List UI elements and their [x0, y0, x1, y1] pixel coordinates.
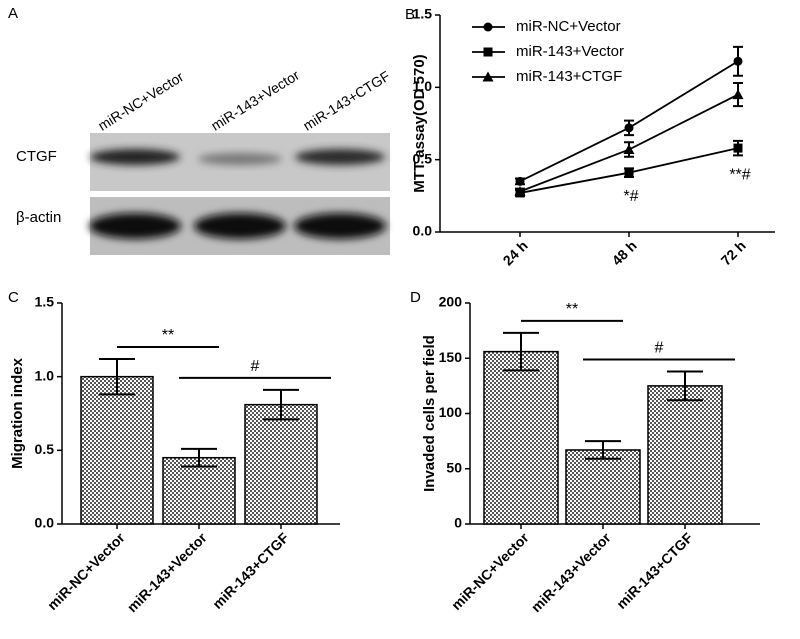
bar [244, 403, 318, 525]
panel-label: C [8, 289, 19, 306]
lane-label: miR-143+CTGF [300, 68, 393, 134]
y-tick-label: 200 [439, 294, 463, 310]
bar [80, 375, 154, 525]
y-tick-label: 50 [446, 459, 462, 475]
x-tick-label: miR-143+CTGF [613, 529, 696, 612]
marker [624, 168, 634, 178]
error-bar [503, 331, 539, 372]
y-axis-label: Migration index [9, 357, 26, 468]
legend-label: miR-NC+Vector [516, 18, 621, 35]
x-tick-label: 72 h [718, 237, 749, 268]
annotation: ** [566, 301, 578, 318]
legend-label: miR-143+CTGF [516, 68, 622, 85]
row-label: β-actin [16, 209, 61, 226]
error-bar [263, 388, 299, 421]
marker [482, 71, 494, 82]
legend-label: miR-143+Vector [516, 43, 624, 60]
y-tick-label: 1.0 [413, 78, 433, 94]
blot-image [89, 133, 390, 255]
y-tick-label: 0.0 [413, 223, 433, 239]
marker [733, 143, 743, 153]
y-tick-label: 150 [439, 349, 463, 365]
y-tick-label: 1.5 [35, 294, 55, 310]
error-bar [181, 447, 217, 468]
y-tick-label: 1.5 [413, 6, 433, 22]
marker [733, 56, 743, 66]
bar [565, 449, 641, 525]
lane-label: miR-NC+Vector [95, 68, 187, 133]
marker [623, 144, 635, 155]
panel-label: B [405, 6, 415, 23]
annotation: # [251, 358, 260, 375]
annotation: # [655, 340, 664, 357]
panel-label: D [410, 289, 421, 306]
bar [162, 456, 236, 525]
marker [732, 89, 744, 100]
marker [483, 47, 493, 57]
error-bar [585, 440, 621, 460]
annotation: *# [623, 188, 638, 205]
y-axis-label: MTT assay(OD 570) [411, 54, 428, 192]
y-axis-label: Invaded cells per field [421, 335, 438, 492]
y-tick-label: 0.0 [35, 515, 55, 531]
x-tick-label: 48 h [609, 237, 640, 268]
bar [647, 385, 723, 525]
error-bar [99, 357, 135, 396]
y-tick-label: 100 [439, 404, 463, 420]
x-tick-label: 24 h [500, 237, 531, 268]
lane-label: miR-143+Vector [208, 67, 302, 134]
x-tick-label: miR-143+Vector [124, 529, 210, 615]
y-tick-label: 0.5 [35, 441, 55, 457]
annotation: ** [162, 327, 174, 344]
x-tick-label: miR-143+Vector [528, 529, 614, 615]
row-label: CTGF [16, 148, 57, 165]
y-tick-label: 0 [454, 515, 462, 531]
marker [483, 22, 493, 32]
panel-label: A [8, 5, 18, 22]
x-tick-label: miR-143+CTGF [209, 529, 292, 612]
x-tick-label: miR-NC+Vector [44, 529, 128, 613]
annotation: **# [729, 167, 750, 184]
y-tick-label: 1.0 [35, 367, 55, 383]
error-bar [667, 370, 703, 402]
bar [483, 350, 559, 525]
y-tick-label: 0.5 [413, 150, 433, 166]
marker [624, 123, 634, 133]
marker [514, 185, 526, 196]
marker [515, 176, 525, 186]
x-tick-label: miR-NC+Vector [448, 529, 532, 613]
